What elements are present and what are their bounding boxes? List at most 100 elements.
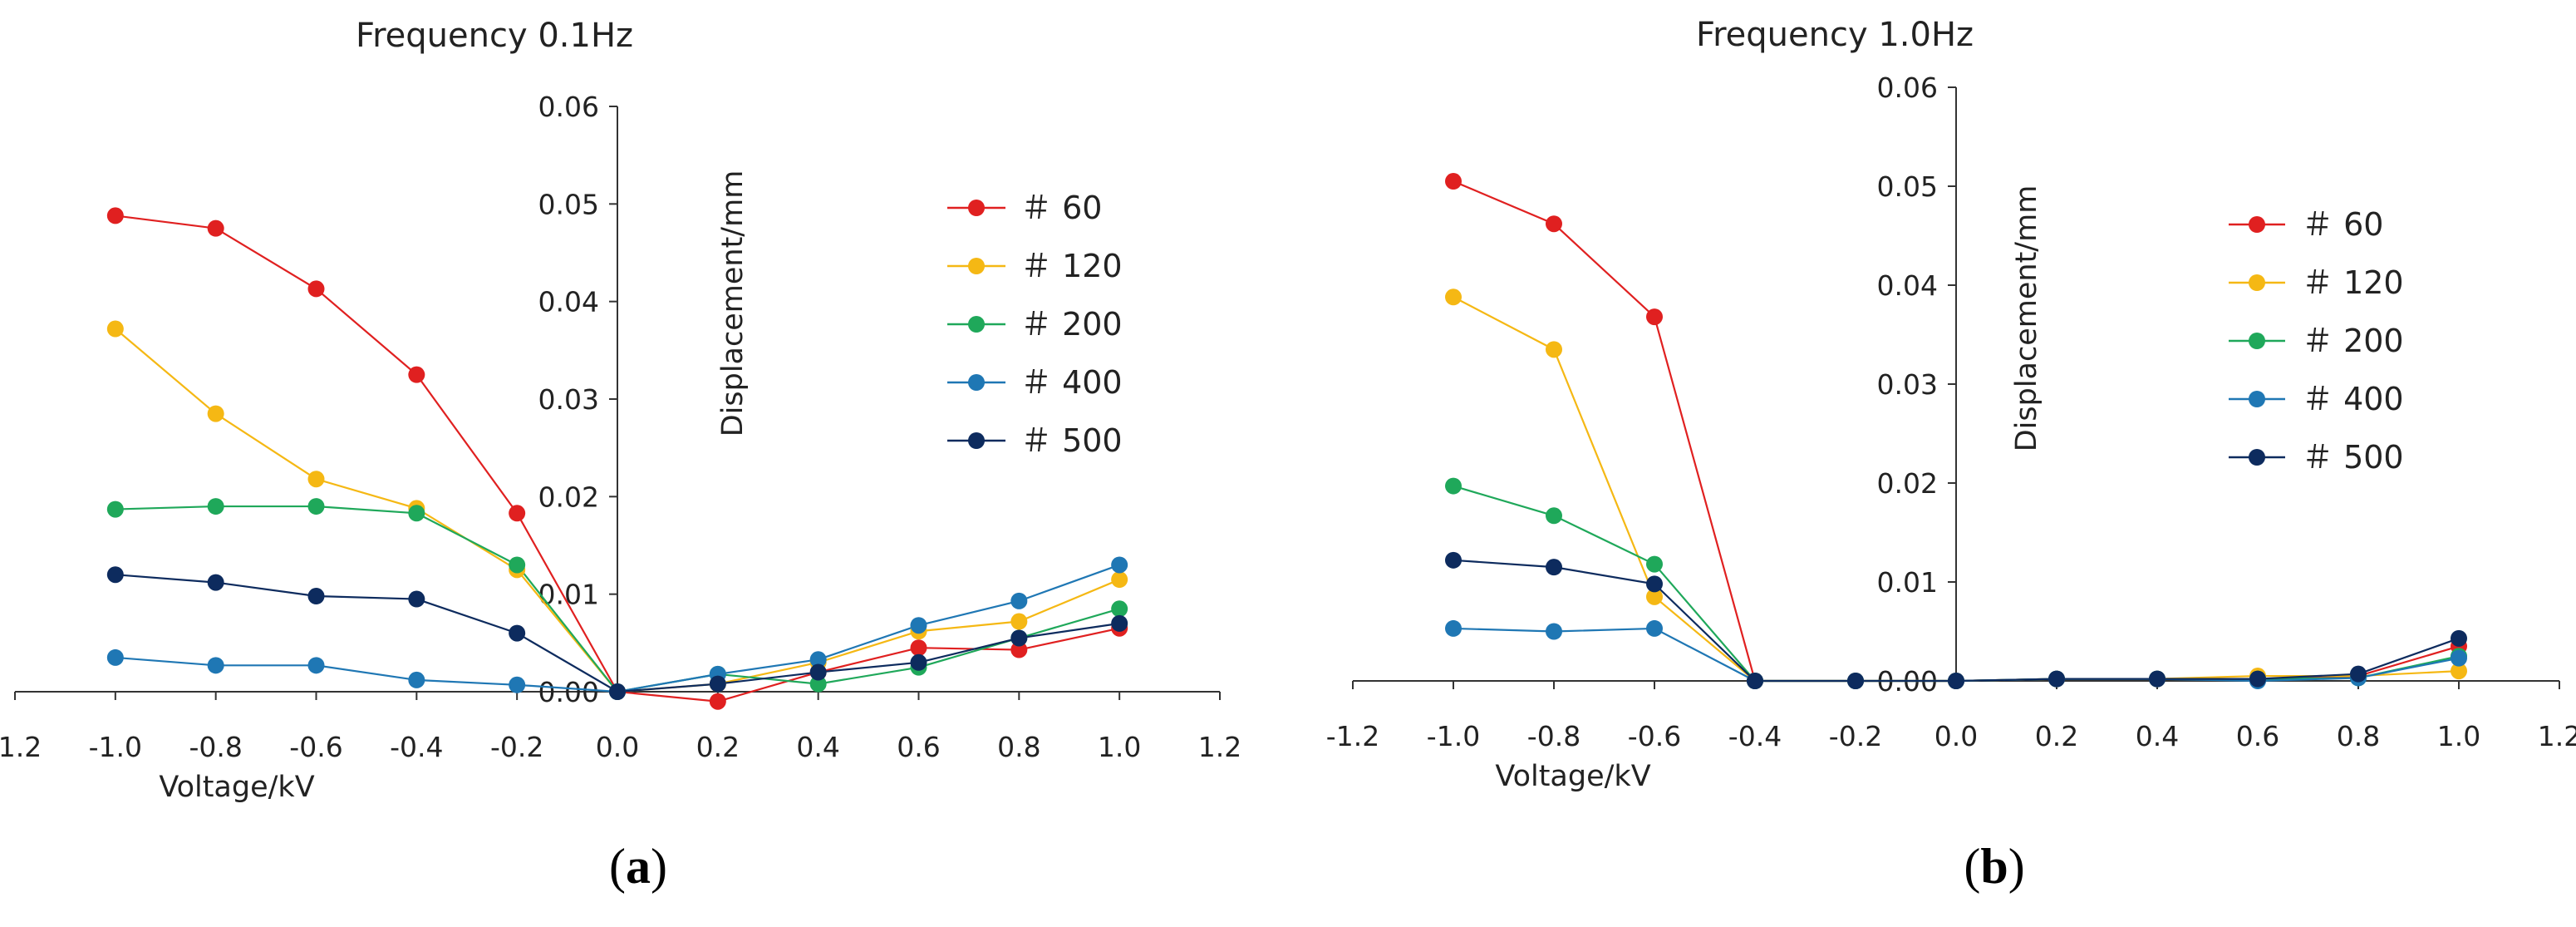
data-point xyxy=(106,207,124,224)
data-point xyxy=(106,500,124,518)
data-point xyxy=(809,651,827,668)
x-tick-label: 0.2 xyxy=(2035,720,2078,752)
x-tick-label: -0.2 xyxy=(1829,720,1882,752)
data-point xyxy=(809,663,827,681)
data-point xyxy=(408,505,425,522)
data-point xyxy=(1010,592,1028,609)
x-tick-label: 0.8 xyxy=(997,731,1040,763)
legend-marker xyxy=(968,316,985,333)
chart-b-frequency-1-0hz: -1.2 -1.0 -0.8 -0.6 -0.4 -0.2 0.0 0.2 0.4 0.6 0.8 1… xyxy=(1326,16,2576,894)
data-point xyxy=(106,566,124,584)
legend-marker xyxy=(968,432,985,449)
data-point xyxy=(910,639,927,657)
y-tick-label: 0.06 xyxy=(538,91,599,123)
data-point xyxy=(2149,670,2166,688)
x-tick-label: 0.2 xyxy=(696,731,740,763)
data-point xyxy=(1010,629,1028,647)
x-tick-label: -0.4 xyxy=(390,731,443,763)
y-tick-label: 0.02 xyxy=(1877,467,1938,500)
chart-a-frequency-0-1hz: -1.2 -1.0 -0.8 -0.6 -0.4 -0.2 0.0 0.2 0.4 0.6 0.8 1… xyxy=(0,17,1241,894)
data-point xyxy=(910,617,927,634)
legend-label: ＃ 120 xyxy=(2302,264,2404,301)
x-tick-label: 0.0 xyxy=(596,731,639,763)
data-point xyxy=(2249,670,2266,688)
legend-label: ＃ 400 xyxy=(1020,364,1123,401)
x-tick-label: 0.4 xyxy=(2136,720,2179,752)
data-point xyxy=(307,280,325,298)
data-point xyxy=(1111,556,1128,574)
x-tick-label: 0.6 xyxy=(2236,720,2279,752)
data-point xyxy=(1646,619,1663,637)
data-point xyxy=(509,624,526,642)
data-point xyxy=(207,405,224,422)
x-tick-label: 0.6 xyxy=(897,731,940,763)
data-point xyxy=(207,657,224,674)
data-point xyxy=(1445,288,1462,306)
legend-label: ＃ 400 xyxy=(2302,381,2404,417)
data-point xyxy=(1646,575,1663,593)
legend-label: ＃ 500 xyxy=(2302,439,2404,476)
data-point xyxy=(1010,641,1028,658)
data-point xyxy=(1445,619,1462,637)
data-point xyxy=(709,693,726,710)
legend-marker xyxy=(968,374,985,391)
x-tick-label: -1.2 xyxy=(1326,720,1379,752)
data-point xyxy=(1948,673,1964,689)
x-tick-label: 1.2 xyxy=(1198,731,1241,763)
data-point xyxy=(307,657,325,674)
data-point xyxy=(1847,673,1864,689)
x-axis-label: Voltage/kV xyxy=(1495,760,1650,793)
y-tick-label: 0.00 xyxy=(538,676,599,708)
x-tick-label: -0.8 xyxy=(1527,720,1581,752)
x-tick-label: -0.2 xyxy=(490,731,543,763)
data-point xyxy=(207,498,224,515)
data-point xyxy=(2350,665,2367,683)
x-tick-label: 1.0 xyxy=(2437,720,2480,752)
data-point xyxy=(1546,215,1562,233)
data-point xyxy=(509,505,526,522)
legend-marker xyxy=(968,200,985,216)
legend-marker xyxy=(2249,449,2265,466)
data-point xyxy=(207,574,224,591)
y-tick-label: 0.02 xyxy=(538,481,599,513)
data-point xyxy=(2048,670,2065,688)
data-point xyxy=(1445,477,1462,495)
x-tick-label: -1.0 xyxy=(89,731,142,763)
data-point xyxy=(106,320,124,338)
x-tick-label: 1.2 xyxy=(2538,720,2576,752)
data-point xyxy=(2451,629,2467,647)
data-point xyxy=(1445,173,1462,190)
data-point xyxy=(609,683,626,700)
legend-marker xyxy=(2249,391,2265,407)
x-tick-label: 0.0 xyxy=(1934,720,1978,752)
y-tick-label: 0.05 xyxy=(1877,170,1938,203)
legend-label: ＃ 200 xyxy=(2302,323,2404,359)
panel-caption: (b) xyxy=(1964,839,2024,894)
data-point xyxy=(1010,613,1028,630)
panel-caption: (a) xyxy=(609,839,667,894)
x-tick-label: -1.0 xyxy=(1427,720,1480,752)
y-tick-label: 0.05 xyxy=(538,188,599,220)
y-tick-label: 0.04 xyxy=(1877,269,1938,302)
legend-marker xyxy=(2249,333,2265,349)
data-point xyxy=(106,648,124,666)
data-point xyxy=(509,676,526,693)
data-point xyxy=(2451,663,2467,680)
data-point xyxy=(1646,555,1663,573)
data-point xyxy=(207,219,224,237)
x-tick-label: 1.0 xyxy=(1098,731,1141,763)
data-point xyxy=(1747,673,1763,689)
y-tick-label: 0.03 xyxy=(538,383,599,416)
data-point xyxy=(1445,551,1462,569)
data-point xyxy=(307,471,325,488)
data-point xyxy=(1111,600,1128,618)
data-point xyxy=(408,590,425,608)
legend-label: ＃ 500 xyxy=(1020,422,1123,459)
data-point xyxy=(408,671,425,688)
legend-label: ＃ 120 xyxy=(1020,248,1123,284)
data-point xyxy=(1646,588,1663,605)
data-point xyxy=(2451,649,2467,667)
x-axis-label: Voltage/kV xyxy=(159,771,314,804)
y-axis-label: Displacement/mm xyxy=(2010,185,2043,452)
data-point xyxy=(408,366,425,383)
